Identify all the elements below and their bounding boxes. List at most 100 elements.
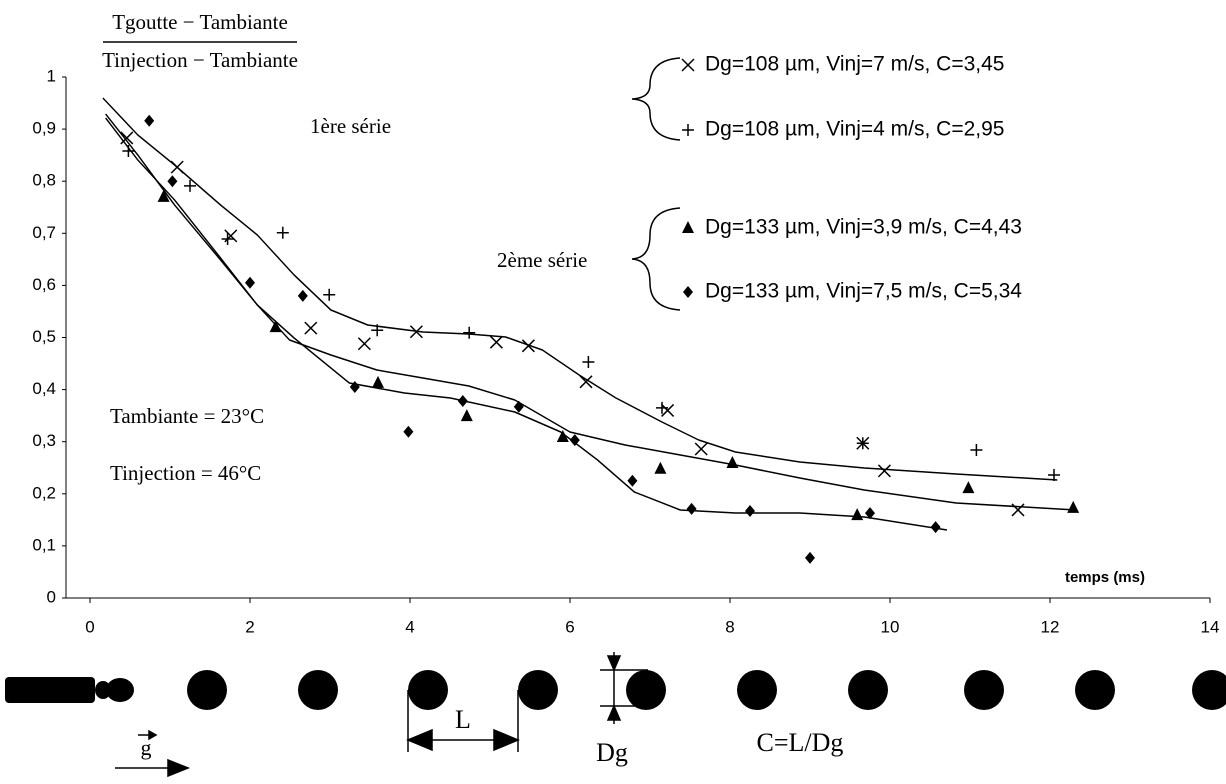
series <box>144 114 941 564</box>
point-diamond <box>349 380 360 393</box>
point-x <box>357 337 371 351</box>
point-triangle <box>1067 500 1080 513</box>
point-triangle <box>962 481 975 494</box>
y-tick-label: 0,6 <box>32 275 56 294</box>
annotation: Tinjection = 46°C <box>110 461 261 485</box>
point-plus <box>463 326 476 339</box>
x-tick-label: 4 <box>405 617 414 636</box>
point-triangle <box>556 430 569 443</box>
point-diamond <box>569 434 580 447</box>
point-x <box>661 403 675 417</box>
point-x <box>170 160 184 174</box>
point-x <box>489 335 503 349</box>
point-triangle <box>726 456 739 469</box>
series <box>120 131 1025 517</box>
point-plus <box>656 401 668 414</box>
point-triangle <box>460 409 473 422</box>
point-triangle <box>372 375 384 388</box>
point-x <box>120 131 134 145</box>
point-plus <box>371 324 384 337</box>
legend-marker <box>682 124 694 136</box>
droplets <box>187 670 1226 710</box>
x-tick-label: 8 <box>725 617 734 636</box>
point-diamond <box>686 502 697 515</box>
point-x <box>694 442 708 456</box>
point-diamond <box>167 175 178 188</box>
legend-brace <box>631 57 681 141</box>
legend-marker <box>683 286 693 298</box>
diagram-label: g <box>141 735 152 760</box>
group-label: 2ème série <box>497 248 587 272</box>
group-label: 1ère série <box>310 114 391 138</box>
point-plus <box>221 233 234 246</box>
point-plus <box>970 444 983 457</box>
legend-label: Dg=133 µm, Vinj=3,9 m/s, C=4,43 <box>705 216 1022 239</box>
point-plus <box>1048 469 1060 482</box>
legend-marker <box>681 58 695 72</box>
legend: 1ère série 2ème série <box>310 57 681 311</box>
point-plus <box>856 437 869 450</box>
y-tick-label: 0,3 <box>32 431 56 450</box>
x-tick-label: 12 <box>1041 617 1060 636</box>
point-diamond <box>403 425 414 438</box>
point-triangle <box>654 461 667 474</box>
y-tick-label: 0,1 <box>32 535 56 554</box>
y-tick-label: 0,9 <box>32 119 56 138</box>
point-diamond <box>930 521 941 534</box>
point-diamond <box>745 504 755 517</box>
point-x <box>304 321 318 335</box>
point-triangle <box>157 189 170 202</box>
y-tick-label: 0 <box>47 587 56 606</box>
point-x <box>521 339 535 353</box>
y-label-numerator: Tgoutte − Tambiante <box>112 10 288 34</box>
dimension-lines <box>115 652 648 778</box>
point-plus <box>276 226 289 239</box>
point-x <box>1011 503 1025 517</box>
point-plus <box>122 144 135 157</box>
legend-brace <box>631 207 681 311</box>
point-diamond <box>865 507 875 520</box>
point-plus <box>582 355 595 368</box>
y-label-denominator: Tinjection − Tambiante <box>102 48 298 72</box>
point-triangle <box>851 508 864 521</box>
injector <box>5 677 95 703</box>
x-tick-label: 6 <box>565 617 574 636</box>
diagram-label: L <box>455 705 471 734</box>
fit-curve <box>105 117 1076 511</box>
y-tick-label: 0,5 <box>32 327 56 346</box>
diagram-label: C=L/Dg <box>757 728 844 757</box>
point-diamond <box>627 474 638 487</box>
point-x <box>579 375 593 389</box>
diagram-label: Dg <box>596 738 628 767</box>
legend-label: Dg=133 µm, Vinj=7,5 m/s, C=5,34 <box>705 280 1022 303</box>
setup-diagram <box>5 652 1226 778</box>
x-tick-label: 2 <box>245 617 254 636</box>
fit-curve <box>105 113 948 531</box>
series <box>122 144 1060 482</box>
point-plus <box>184 179 196 192</box>
x-tick-label: 14 <box>1201 617 1220 636</box>
point-diamond <box>245 276 255 289</box>
point-plus <box>323 288 336 301</box>
legend-label: Dg=108 µm, Vinj=4 m/s, C=2,95 <box>705 118 1004 141</box>
point-x <box>877 464 891 478</box>
x-axis-label: temps (ms) <box>1065 569 1145 586</box>
y-tick-label: 0,7 <box>32 223 56 242</box>
injector-neck <box>95 681 111 699</box>
legend-label: Dg=108 µm, Vinj=7 m/s, C=3,45 <box>705 53 1004 76</box>
point-diamond <box>805 551 815 564</box>
y-tick-label: 1 <box>47 66 56 85</box>
fit-curves <box>102 97 1076 531</box>
point-triangle <box>269 320 282 333</box>
point-diamond <box>513 400 524 413</box>
point-x <box>224 229 238 243</box>
forming-drop <box>106 678 134 702</box>
y-tick-label: 0,8 <box>32 171 56 190</box>
annotation: Tambiante = 23°C <box>110 404 264 428</box>
legend-marker <box>682 221 694 233</box>
series <box>157 189 1080 521</box>
point-diamond <box>144 114 155 127</box>
point-diamond <box>457 395 468 408</box>
point-diamond <box>297 289 308 302</box>
